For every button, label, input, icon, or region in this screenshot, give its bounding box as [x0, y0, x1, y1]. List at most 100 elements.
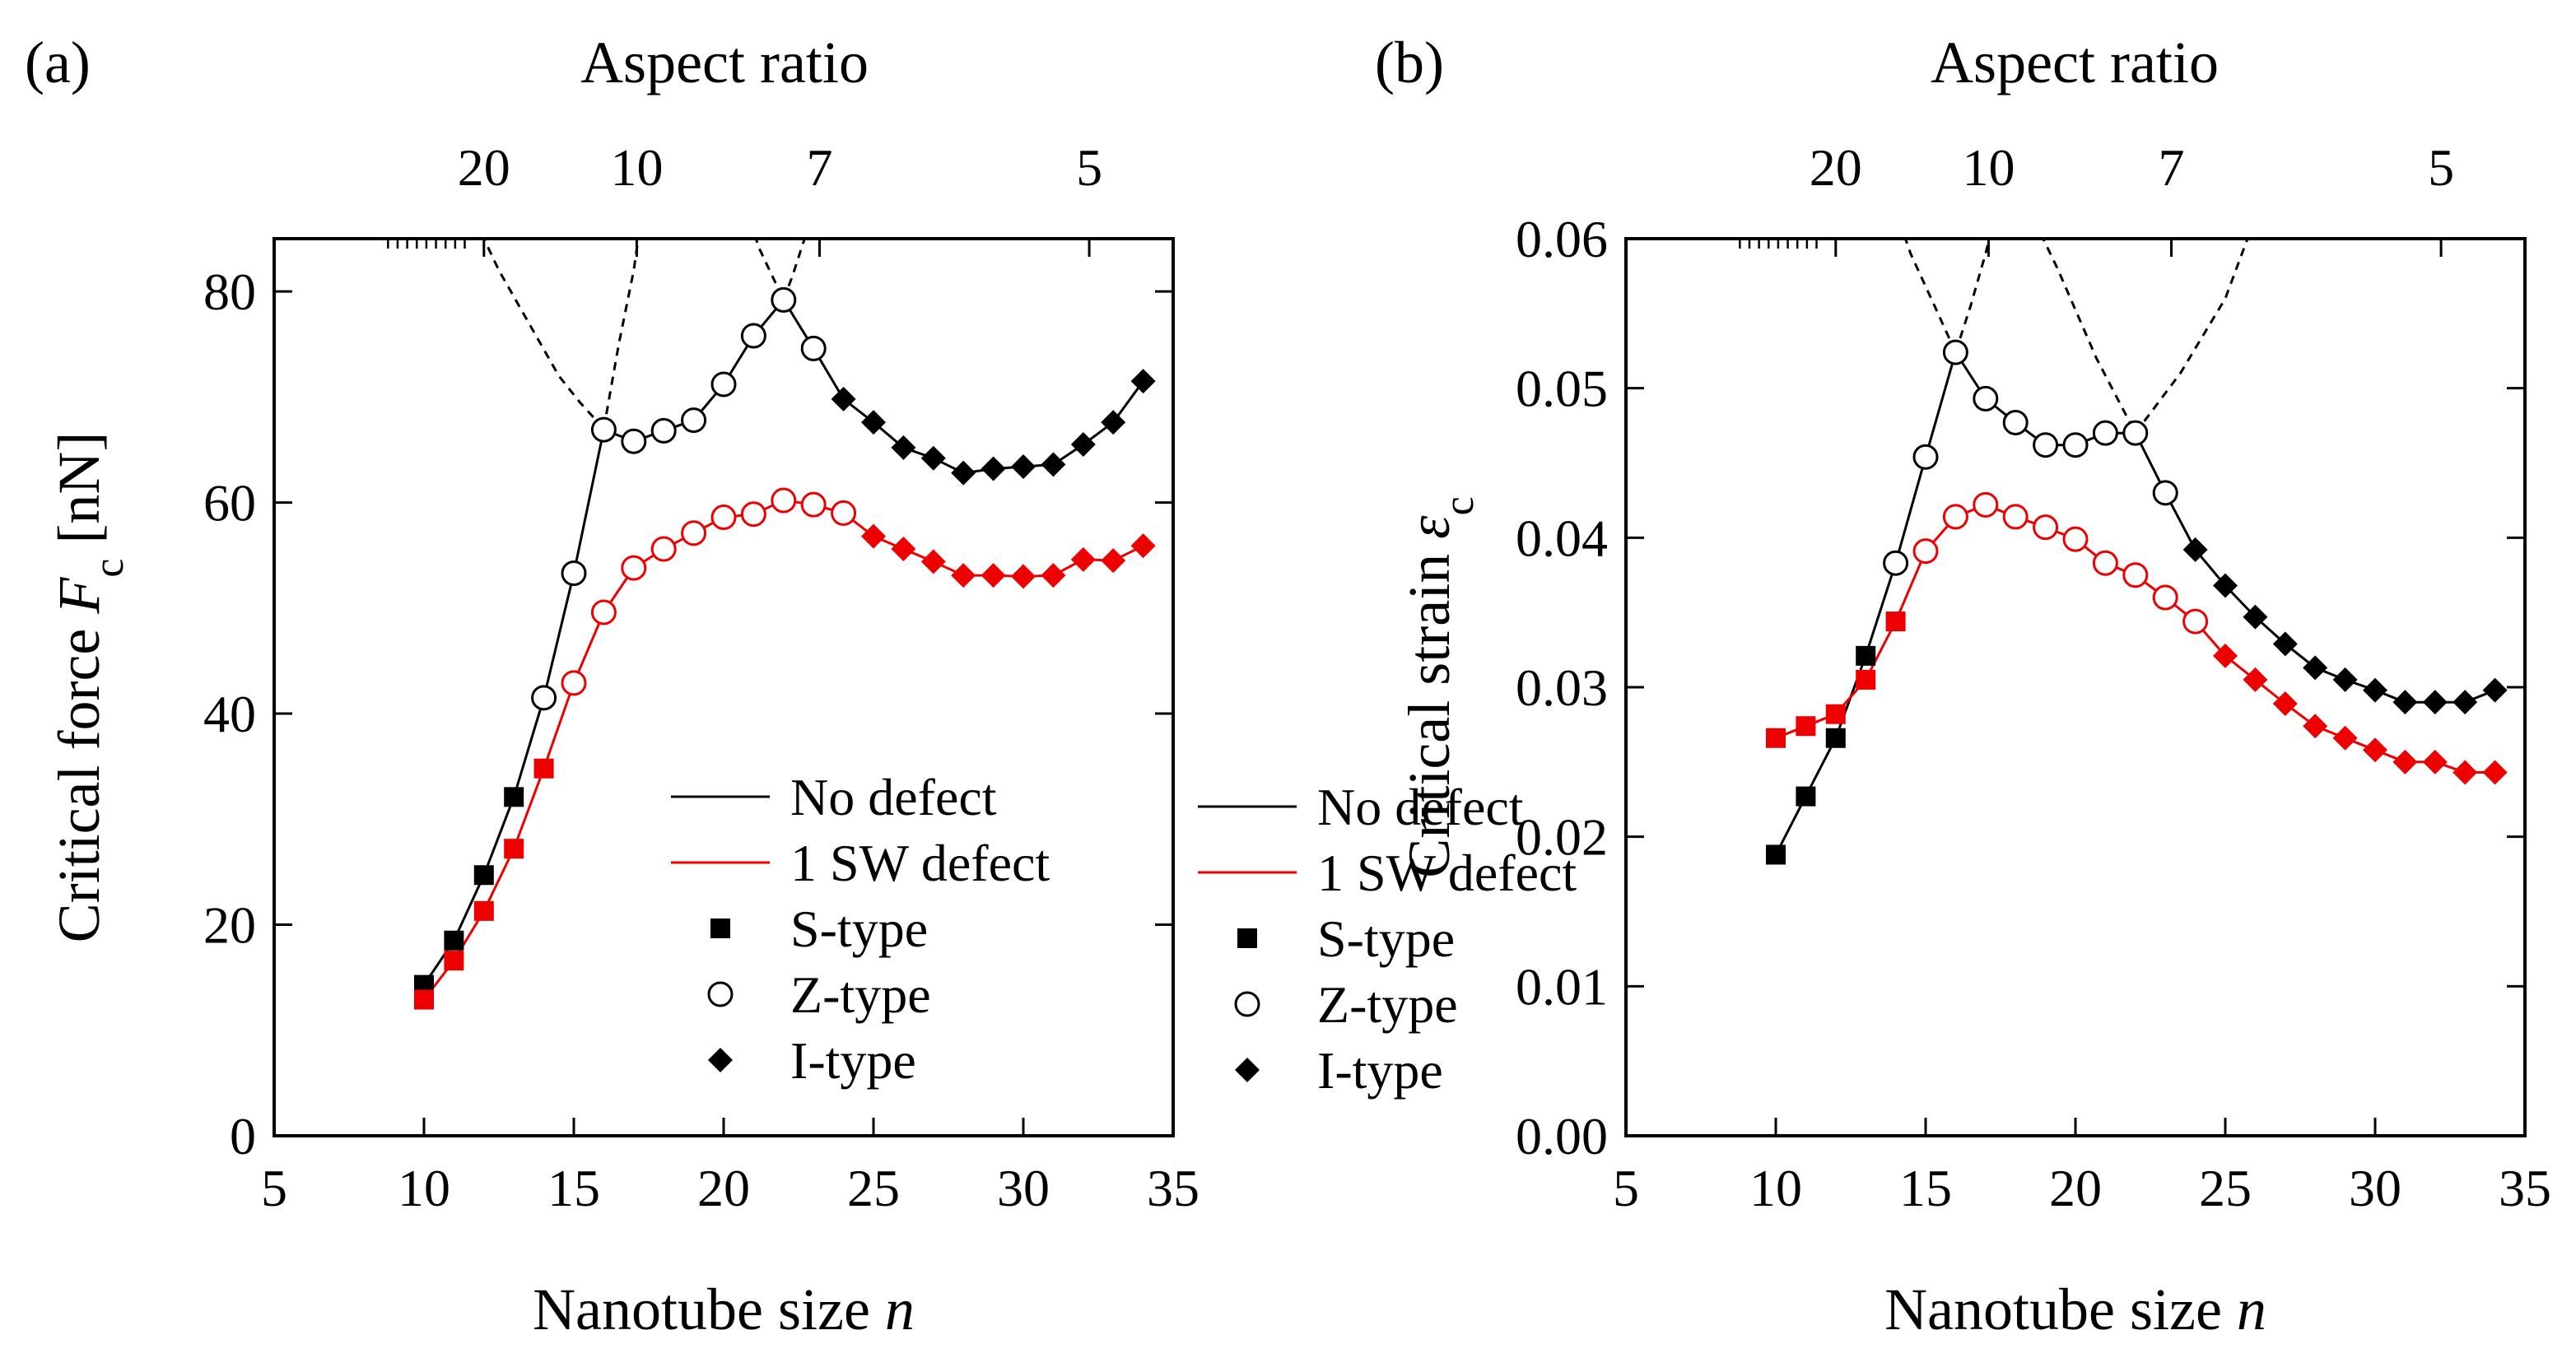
top-tick-label: 7: [806, 138, 832, 197]
legend-circle-marker: [1234, 991, 1260, 1017]
top-tick-label: 7: [2158, 138, 2184, 197]
series-line-sw-defect: [1775, 503, 2495, 774]
y-tick-label: 0.00: [1516, 1107, 1608, 1165]
data-point-diamond: [1041, 563, 1066, 588]
legend-label: I-type: [790, 1031, 916, 1090]
data-point-circle: [2062, 432, 2089, 458]
x-tick-label: 5: [261, 1159, 287, 1217]
data-point-circle: [831, 500, 857, 526]
data-point-diamond: [981, 456, 1006, 481]
data-point-circle: [2033, 514, 2059, 541]
data-point-diamond: [831, 386, 856, 412]
x-tick-label: 25: [847, 1159, 900, 1217]
data-point-square: [1856, 669, 1876, 690]
top-tick-label: 5: [2428, 138, 2454, 197]
data-point-diamond: [1041, 452, 1066, 477]
data-point-square: [444, 930, 464, 951]
y-tick-label: 0.06: [1516, 210, 1608, 268]
data-point-circle: [2092, 550, 2118, 576]
top-tick-label: 10: [610, 138, 663, 197]
data-point-diamond: [2482, 677, 2508, 703]
x-tick-label: 20: [2049, 1159, 2102, 1217]
dashed-guide-curve: [754, 239, 785, 301]
data-point-circle: [621, 428, 647, 454]
data-point-circle: [1942, 504, 1968, 530]
x-tick-label: 10: [1749, 1159, 1802, 1217]
data-point-circle: [1973, 385, 1999, 412]
plot-frame: [1624, 237, 2527, 1137]
data-point-circle: [2002, 504, 2029, 530]
data-point-circle: [1883, 550, 1909, 576]
legend-diamond-marker: [1235, 1058, 1260, 1082]
y-tick-label: 0.01: [1516, 957, 1608, 1016]
data-point-diamond: [2363, 737, 2387, 763]
panel-label: (a): [25, 30, 91, 95]
legend-label: No defect: [1317, 778, 1524, 836]
data-point-diamond: [1130, 369, 1156, 394]
x-tick-label: 30: [997, 1159, 1050, 1217]
x-tick-label: 30: [2349, 1159, 2401, 1217]
data-point-diamond: [2332, 667, 2358, 692]
dashed-guide-curve: [602, 239, 640, 430]
data-point-square: [533, 758, 554, 779]
data-point-circle: [1942, 339, 1968, 365]
y-axis-title-unit: [nN]: [46, 432, 112, 559]
data-point-square: [1825, 728, 1846, 748]
legend-label: 1 SW defect: [790, 834, 1050, 892]
y-axis-title: Critical strain εc: [1396, 496, 1483, 877]
data-point-circle: [2152, 584, 2178, 611]
data-point-circle: [2122, 562, 2149, 588]
data-point-circle: [771, 286, 797, 313]
data-point-square: [1796, 716, 1816, 737]
panel-a: (a) Aspect ratio 20 10 7 5 5 10 15 20 25 30 35 0 20 40 6…: [25, 30, 1199, 1342]
data-point-circle: [681, 407, 707, 434]
top-tick-label: 20: [458, 138, 510, 197]
data-point-diamond: [951, 563, 976, 588]
data-point-diamond: [2422, 749, 2448, 774]
x-axis-title: Nanotube size n: [1884, 1277, 2266, 1342]
data-point-circle: [740, 501, 766, 528]
y-tick-label: 80: [203, 263, 256, 321]
data-point-diamond: [2363, 677, 2387, 703]
y-axis-title-subscript: c: [86, 559, 133, 578]
data-point-circle: [561, 560, 587, 587]
data-point-square: [414, 989, 434, 1010]
data-point-circle: [800, 491, 827, 518]
x-tick-label: 15: [1899, 1159, 1952, 1217]
data-point-circle: [710, 371, 737, 398]
data-point-circle: [740, 323, 766, 349]
data-point-diamond: [2332, 725, 2358, 751]
data-point-diamond: [2453, 760, 2478, 785]
panel-b: (b) Aspect ratio 20 10 7 5 5 10 15 20 25 30 35 0.00 0.…: [1198, 30, 2551, 1342]
legend-label: S-type: [790, 900, 928, 958]
data-point-circle: [800, 335, 827, 361]
data-point-circle: [2152, 480, 2178, 506]
data-point-circle: [650, 417, 677, 444]
legend-label: Z-type: [790, 965, 931, 1024]
legend-label: 1 SW defect: [1317, 844, 1577, 902]
legend-label: I-type: [1317, 1041, 1443, 1100]
y-axis-title-text: Critical force: [46, 614, 112, 943]
data-point-diamond: [951, 460, 976, 486]
x-tick-label: 15: [547, 1159, 600, 1217]
y-tick-label: 0.03: [1516, 658, 1608, 717]
data-point-circle: [2062, 526, 2089, 552]
top-tick-label: 10: [1962, 138, 2015, 197]
data-point-diamond: [920, 549, 946, 574]
x-tick-label: 10: [398, 1159, 450, 1217]
data-point-circle: [2122, 420, 2149, 446]
data-point-diamond: [2303, 655, 2328, 681]
legend-label: S-type: [1317, 909, 1455, 968]
data-point-square: [473, 900, 494, 921]
data-point-diamond: [2243, 604, 2268, 630]
plot-area: [1774, 239, 2496, 856]
data-point-circle: [1912, 444, 1939, 470]
data-point-circle: [2092, 420, 2118, 446]
data-point-circle: [2033, 432, 2059, 458]
data-point-diamond: [2272, 691, 2298, 716]
data-point-diamond: [891, 537, 916, 562]
data-point-diamond: [861, 523, 886, 549]
x-tick-label: 25: [2199, 1159, 2252, 1217]
top-axis-title: Aspect ratio: [580, 30, 869, 95]
